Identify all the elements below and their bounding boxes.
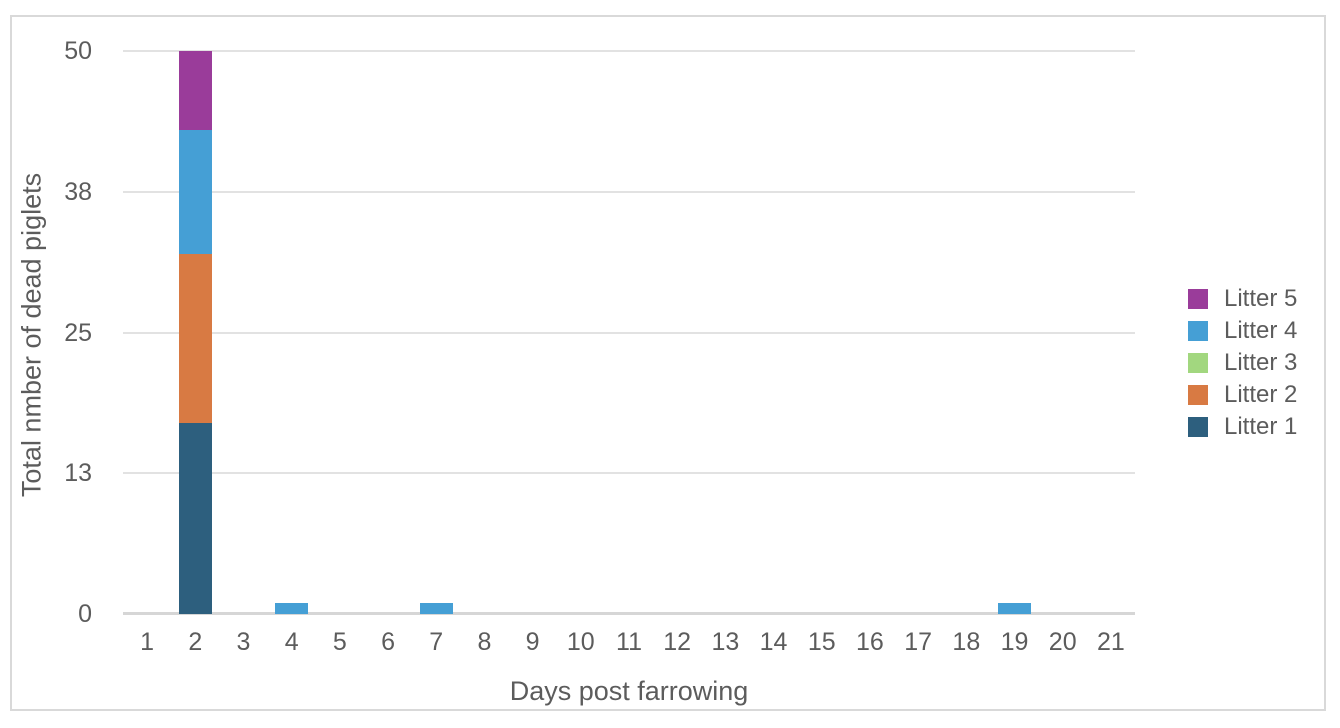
bar-segment-litter-4-day-4[interactable]	[275, 602, 309, 614]
x-tick-label: 8	[477, 628, 492, 656]
x-tick-label: 1	[140, 628, 155, 656]
x-axis-title: Days post farrowing	[509, 676, 749, 706]
legend-label: Litter 3	[1224, 349, 1298, 376]
legend-item-litter-2[interactable]: Litter 2	[1188, 379, 1297, 411]
x-tick-label: 11	[616, 628, 642, 656]
x-tick-label: 16	[856, 628, 884, 656]
x-tick-label: 2	[188, 628, 203, 656]
y-tick-label: 13	[64, 459, 92, 488]
gridline	[123, 472, 1135, 475]
gridline	[123, 190, 1135, 193]
legend-item-litter-3[interactable]: Litter 3	[1188, 347, 1297, 379]
x-tick-label: 4	[284, 628, 299, 656]
x-tick-label: 13	[711, 628, 740, 656]
y-tick-label: 25	[64, 318, 92, 347]
bar-segment-litter-5-day-2[interactable]	[178, 51, 212, 130]
bar-segment-litter-4-day-19[interactable]	[998, 602, 1032, 614]
bar-segment-litter-4-day-2[interactable]	[178, 129, 212, 254]
legend-swatch-litter-4	[1188, 321, 1208, 341]
bar-segment-litter-4-day-7[interactable]	[419, 602, 453, 614]
y-axis-title: Total nmber of dead piglets	[16, 172, 47, 498]
x-tick-label: 12	[663, 628, 692, 656]
legend-swatch-litter-5	[1188, 289, 1208, 309]
legend-swatch-litter-1	[1188, 417, 1208, 437]
legend: Litter 5 Litter 4 Litter 3 Litter 2 Litter 1	[1188, 283, 1297, 443]
chart-frame: 0 13 25 38 50 1 2 3 4 5 6 7 8 9 10 11 12 13 14 15 16 17 18 19 2…	[10, 15, 1326, 711]
x-tick-label: 19	[1000, 628, 1029, 656]
bar-segment-litter-1-day-2[interactable]	[178, 422, 212, 614]
x-tick-label: 21	[1096, 628, 1125, 656]
x-axis-baseline	[123, 612, 1135, 615]
x-tick-label: 6	[381, 628, 395, 656]
legend-item-litter-1[interactable]: Litter 1	[1188, 411, 1297, 443]
x-tick-label: 15	[807, 628, 836, 656]
x-tick-label: 14	[759, 628, 788, 656]
x-tick-label: 17	[904, 628, 933, 656]
x-tick-label: 5	[332, 628, 347, 656]
x-tick-label: 3	[236, 628, 251, 656]
y-tick-label: 0	[78, 600, 92, 628]
legend-item-litter-4[interactable]: Litter 4	[1188, 315, 1297, 347]
legend-swatch-litter-3	[1188, 353, 1208, 373]
legend-item-litter-5[interactable]: Litter 5	[1188, 283, 1297, 315]
plot-area	[123, 50, 1135, 615]
bar-segment-litter-2-day-2[interactable]	[178, 253, 212, 423]
x-tick-label: 9	[525, 628, 540, 656]
x-tick-label: 20	[1048, 628, 1077, 656]
y-tick-label: 50	[64, 37, 92, 65]
legend-label: Litter 4	[1224, 317, 1298, 344]
gridline	[123, 331, 1135, 334]
x-tick-label: 18	[952, 628, 981, 656]
x-tick-label: 10	[566, 628, 595, 656]
y-tick-label: 38	[64, 177, 92, 206]
legend-label: Litter 5	[1224, 285, 1298, 312]
x-tick-label: 7	[429, 628, 444, 656]
legend-swatch-litter-2	[1188, 385, 1208, 405]
gridline	[123, 50, 1135, 52]
legend-label: Litter 1	[1224, 413, 1298, 440]
legend-label: Litter 2	[1224, 381, 1298, 408]
